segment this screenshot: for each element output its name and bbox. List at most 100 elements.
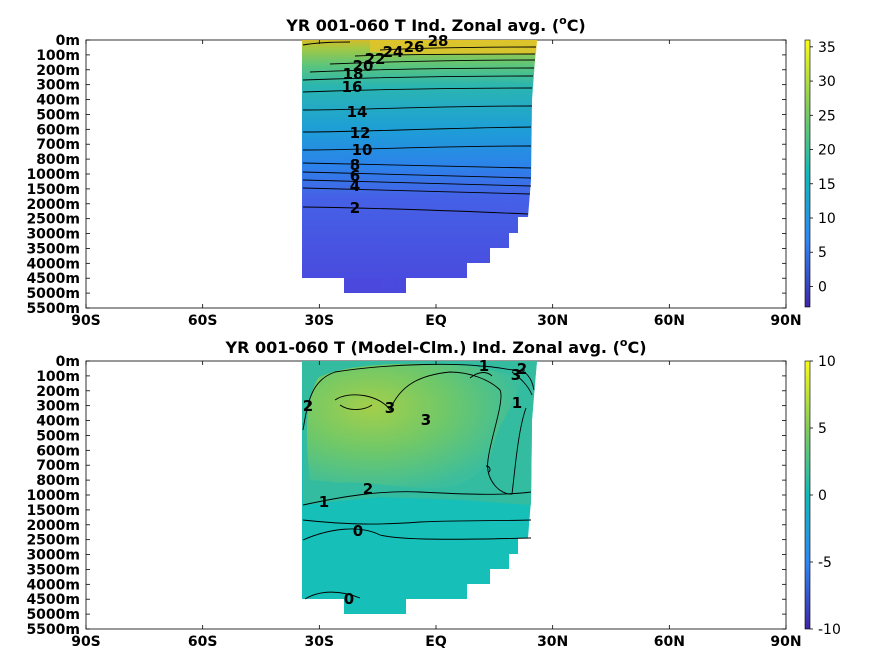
panel-2-ridge-cell [395,599,399,614]
y-tick-label: 2500m [26,533,80,549]
y-tick-label: 3000m [26,227,80,243]
panel-1-contour-labels: 28 26 24 22 20 18 16 14 12 10 8 6 4 2 [342,32,449,217]
y-tick-label: 0m [56,33,80,49]
y-tick-label: 4500m [26,271,80,287]
x-tick-label: 30N [537,634,568,650]
y-tick-label: 4000m [26,577,80,593]
y-tick-label: 100m [36,48,80,64]
panel-2-contour-label: 3 [511,366,521,384]
y-tick-label: 500m [36,107,80,123]
y-tick-label: 200m [36,63,80,79]
colorbar-tick-label: 10 [818,211,836,227]
panel-1-ridge-cell-2 [401,278,405,293]
panel-1-contour-label: 8 [350,156,360,174]
y-tick-label: 5500m [26,622,80,638]
panel-1-field [302,40,537,293]
x-tick-label: 90S [71,313,101,329]
panel-2-contour-label: 1 [319,493,329,511]
colorbar-tick-label: 0 [818,488,827,504]
x-tick-label: 90S [71,634,101,650]
colorbar-tick-label: 5 [818,245,827,261]
y-tick-label: 2500m [26,212,80,228]
y-tick-label: 3500m [26,241,80,257]
panel-2-contour-label: 2 [303,397,313,415]
y-tick-label: 700m [36,458,80,474]
y-tick-label: 300m [36,78,80,94]
panel-1-colorbar: 0 5 10 15 20 25 30 35 [804,39,836,308]
y-tick-label: 600m [36,122,80,138]
x-tick-label: 60N [654,634,685,650]
y-tick-label: 1000m [26,488,80,504]
y-tick-label: 5000m [26,607,80,623]
panel-2-contour-label: 2 [517,360,527,378]
colorbar-tick-label: 0 [818,279,827,295]
colorbar-tick-label: 15 [818,177,836,193]
y-tick-label: 400m [36,414,80,430]
x-tick-label: 30S [305,634,335,650]
chart-panel-2: YR 001-060 T (Model-Clm.) Ind. Zonal avg… [26,336,840,650]
colorbar-tick-label: 35 [818,40,836,56]
y-tick-label: 400m [36,93,80,109]
x-tick-label: 90N [770,634,801,650]
y-tick-label: 3500m [26,562,80,578]
panel-2-contour-label: 1 [479,357,489,375]
colorbar-tick-label: -5 [818,555,832,571]
y-tick-label: 2000m [26,518,80,534]
panel-1-contour-label: 10 [352,141,373,159]
colorbar-tick-label: 5 [818,421,827,437]
colorbar-tick-label: 10 [818,354,836,370]
y-tick-label: 800m [36,152,80,168]
y-tick-label: 200m [36,384,80,400]
y-tick-label: 2000m [26,197,80,213]
y-tick-label: 700m [36,137,80,153]
colorbar-tick-label: 20 [818,143,836,159]
panel-1-contour-label: 2 [350,199,360,217]
y-tick-label: 4000m [26,256,80,272]
panel-2-contour-label: 2 [363,480,373,498]
panel-2-contour-label: 1 [512,394,522,412]
y-tick-label: 1000m [26,167,80,183]
panel-2-colorbar-ticks: 10 5 0 -5 -10 [810,354,841,638]
x-tick-label: 60S [188,313,218,329]
colorbar-tick-label: 30 [818,74,836,90]
y-tick-label: 5000m [26,286,80,302]
panel-1-title: YR 001-060 T Ind. Zonal avg. (oC) [285,14,586,35]
panel-2-contour-label: 3 [385,399,395,417]
y-tick-label: 300m [36,399,80,415]
x-tick-label: 90N [770,313,801,329]
x-tick-label: 60S [188,634,218,650]
y-tick-label: 3000m [26,548,80,564]
x-tick-label: EQ [425,313,447,329]
y-tick-label: 100m [36,369,80,385]
x-tick-label: 30N [537,313,568,329]
y-tick-label: 4500m [26,592,80,608]
y-tick-label: 500m [36,428,80,444]
x-tick-label: 60N [654,313,685,329]
y-tick-label: 0m [56,354,80,370]
panel-2-ridge-cell-2 [401,599,405,614]
panel-2-contour-label: 3 [421,411,431,429]
panel-1-contour-label: 22 [365,50,386,68]
panel-2-contour-labels: 1 2 3 2 3 1 3 1 2 0 0 [303,357,527,608]
panel-1-colorbar-scale [804,39,811,308]
panel-1-ocean-field [302,40,537,293]
panel-1-x-axis: 90S 60S 30S EQ 30N 60N 90N [71,40,802,329]
colorbar-tick-label: 25 [818,108,836,124]
panel-1-contour-label: 24 [383,43,404,61]
panel-1-ridge-cell [395,278,399,293]
panel-2-title: YR 001-060 T (Model-Clm.) Ind. Zonal avg… [224,336,646,357]
panel-2-basin-cell [345,599,382,614]
panel-1-contour-label: 18 [343,65,364,83]
colorbar-tick-label: -10 [818,622,841,638]
chart-panel-1: YR 001-060 T Ind. Zonal avg. (oC) [26,14,835,329]
y-tick-label: 5500m [26,301,80,317]
panel-1-basin-cell [345,278,382,293]
x-tick-label: EQ [425,634,447,650]
panel-1-contour-label: 26 [404,38,425,56]
panel-1-contour-label: 20 [353,57,374,75]
panel-1-contour-label: 16 [342,78,363,96]
panel-2-y-axis: 0m100m200m300m400m500m600m700m800m1000m1… [26,354,786,638]
panel-1-contour-label: 14 [347,103,368,121]
